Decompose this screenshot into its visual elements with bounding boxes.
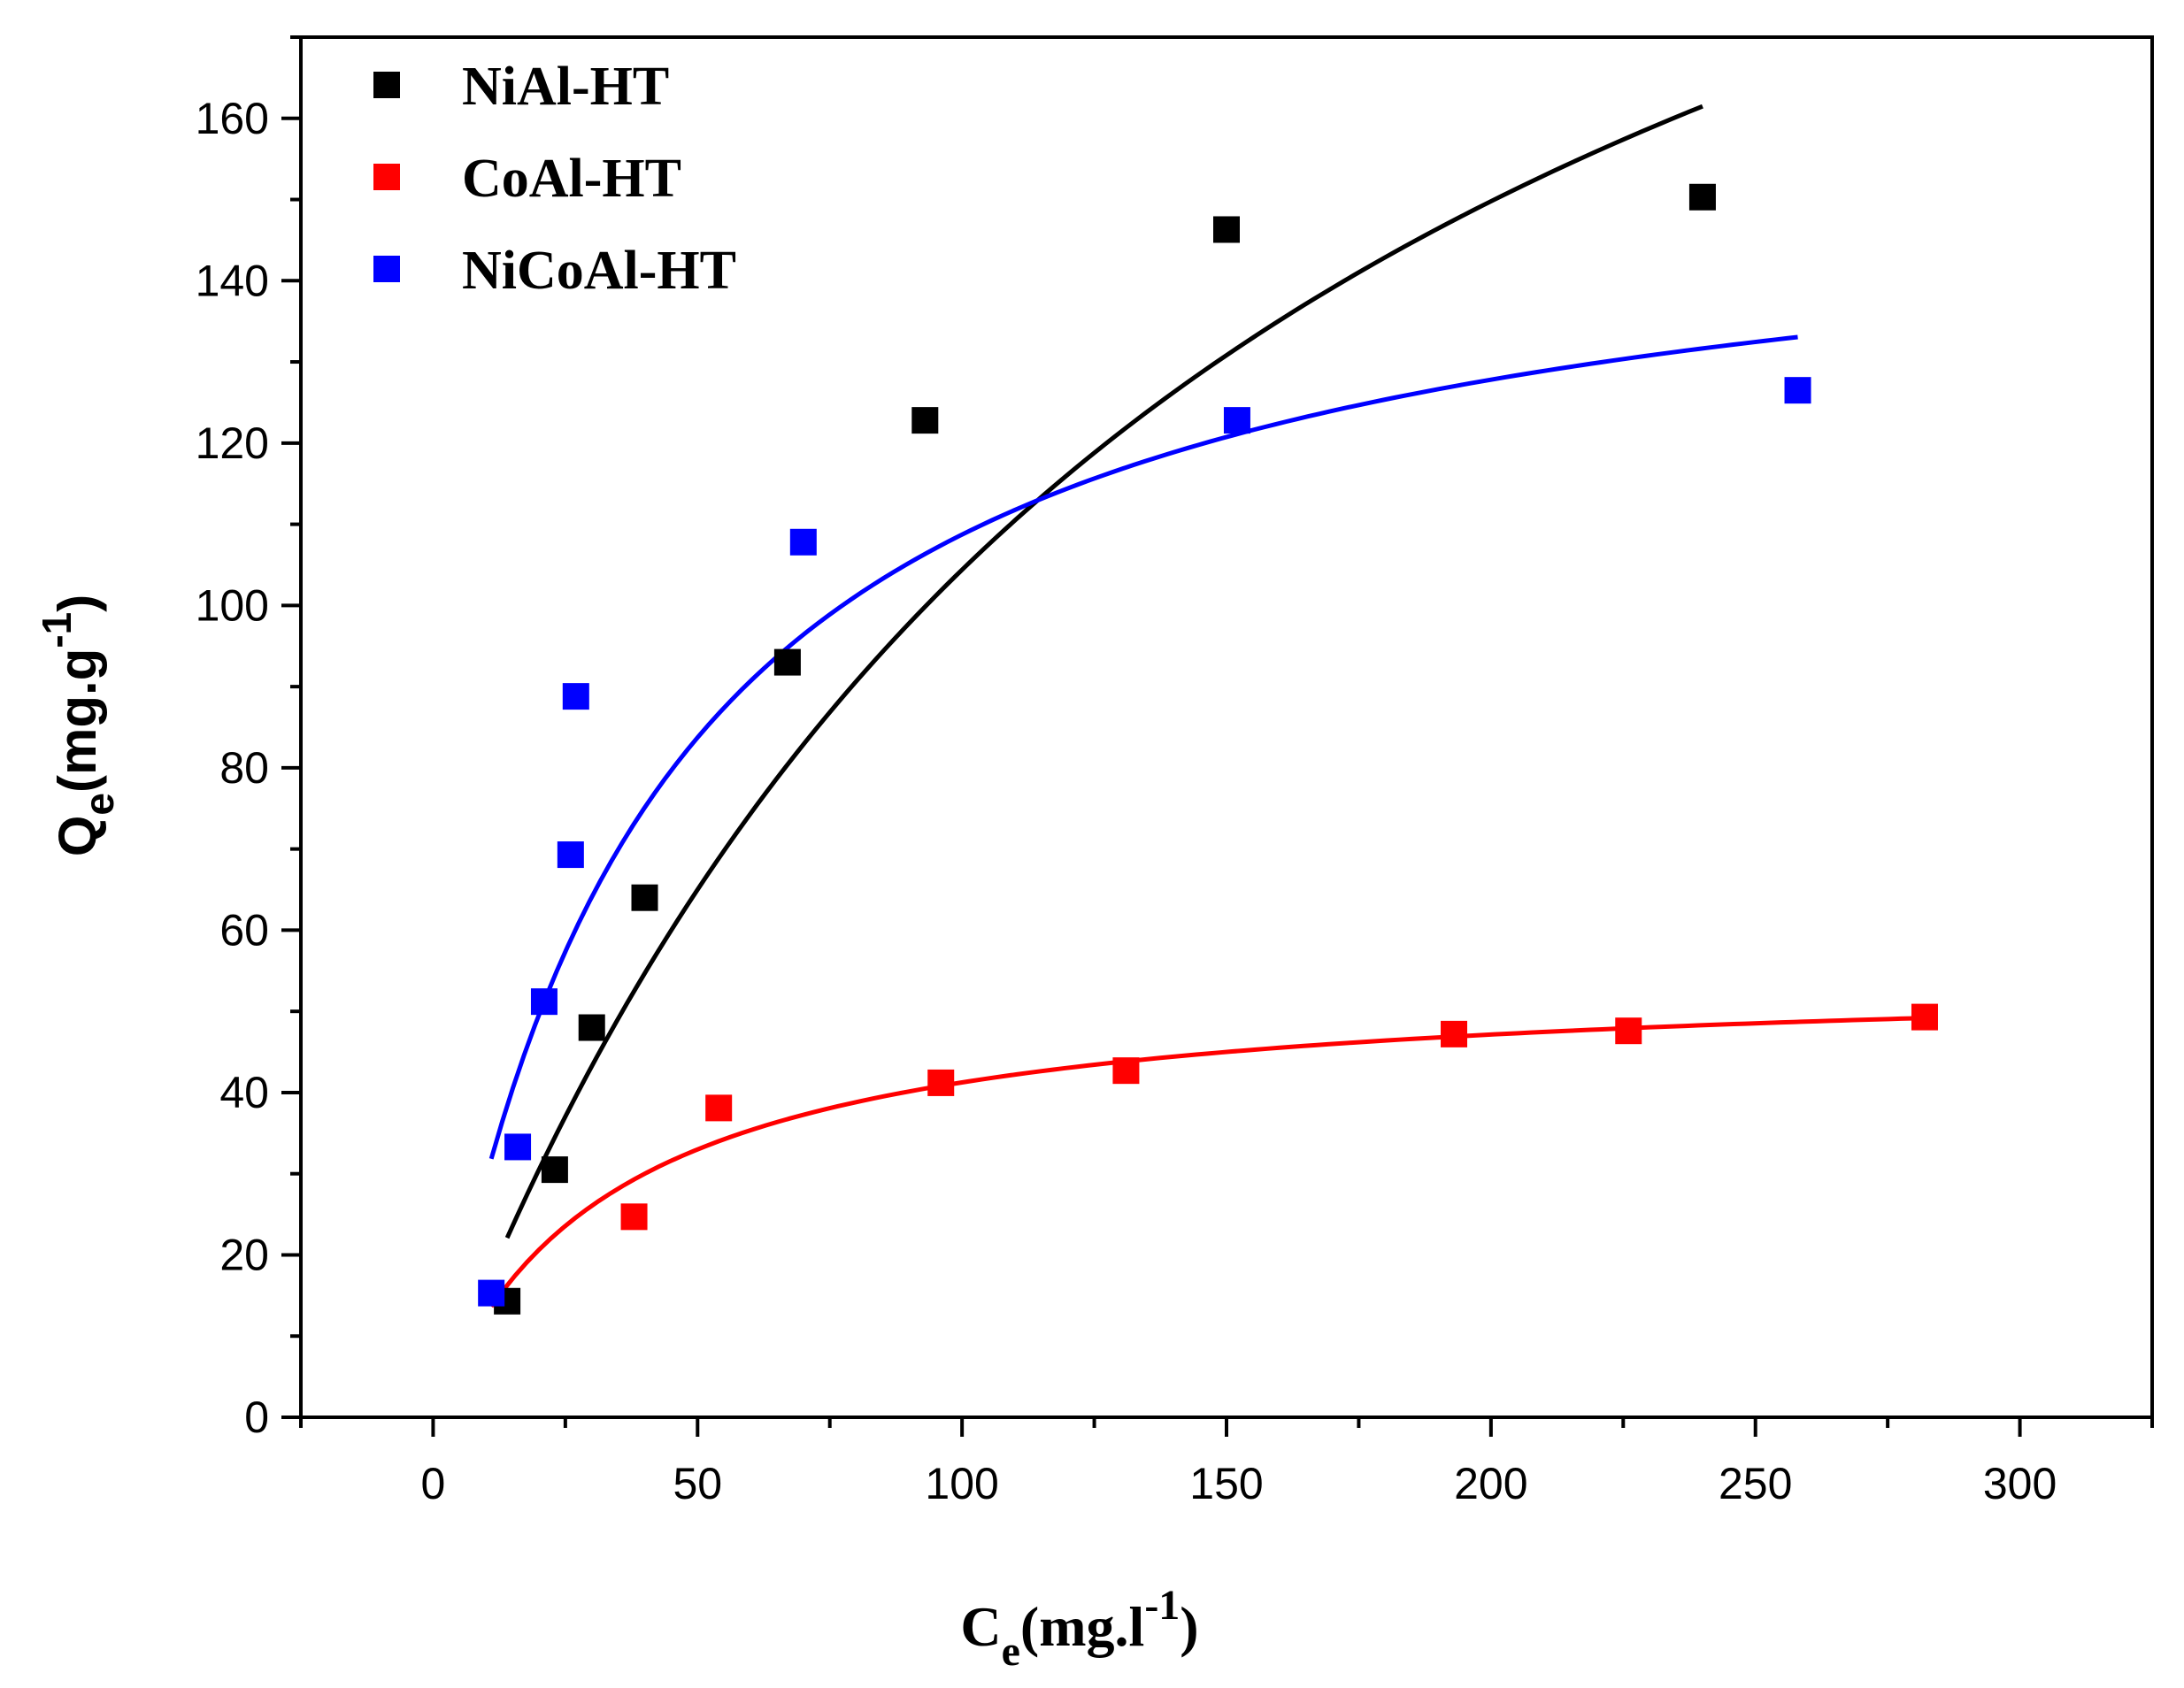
y-tick-label: 120 — [196, 418, 269, 468]
legend-label-nial-ht: NiAl-HT — [462, 57, 669, 117]
y-axis-title-unit: (mg.g — [48, 648, 107, 793]
data-point-coal-ht — [927, 1069, 955, 1096]
data-point-nial-ht — [1688, 183, 1716, 211]
y-tick-label: 160 — [196, 94, 269, 143]
legend-marker-coal-ht — [373, 164, 400, 190]
data-point-coal-ht — [1911, 1003, 1938, 1031]
x-axis-title: Ce(mg.l-1) — [960, 1582, 1198, 1675]
legend-label-nicoal-ht: NiCoAl-HT — [462, 241, 736, 301]
data-point-nicoal-ht — [530, 988, 558, 1016]
data-point-coal-ht — [1615, 1017, 1642, 1045]
y-tick-label: 0 — [244, 1393, 269, 1442]
y-axis-title-superscript: -1 — [34, 612, 80, 648]
y-axis-title-subscript: e — [76, 793, 122, 816]
data-point-nial-ht — [773, 648, 801, 676]
legend: NiAl-HT CoAl-HT NiCoAl-HT — [373, 57, 736, 301]
data-point-coal-ht — [705, 1094, 733, 1122]
data-point-nicoal-ht — [557, 841, 584, 869]
y-axis-title-main: Q — [48, 816, 107, 857]
x-tick-label: 50 — [673, 1459, 722, 1508]
x-axis-title-unit: (mg.l — [1020, 1595, 1144, 1658]
data-point-coal-ht — [1441, 1020, 1468, 1047]
data-point-nicoal-ht — [504, 1133, 532, 1161]
x-axis-title-superscript: -1 — [1144, 1582, 1180, 1629]
data-point-nicoal-ht — [478, 1279, 505, 1307]
x-tick-label: 100 — [925, 1459, 998, 1508]
y-tick-label: 100 — [196, 580, 269, 630]
data-point-nicoal-ht — [1223, 407, 1250, 434]
x-axis-title-subscript: e — [1002, 1628, 1020, 1675]
y-tick-label: 140 — [196, 256, 269, 305]
x-axis-title-main: C — [960, 1595, 1001, 1658]
x-tick-label: 300 — [1983, 1459, 2057, 1508]
fit-curve-nial-ht — [504, 104, 1703, 1239]
data-points — [478, 183, 1938, 1315]
data-point-nicoal-ht — [789, 528, 817, 556]
y-axis-title-close: ) — [48, 595, 107, 612]
data-point-nicoal-ht — [562, 683, 589, 710]
x-tick-label: 250 — [1719, 1459, 1792, 1508]
fit-curves — [488, 104, 1926, 1308]
data-point-coal-ht — [620, 1203, 648, 1231]
data-point-nial-ht — [911, 407, 939, 434]
legend-label-coal-ht: CoAl-HT — [462, 149, 681, 209]
data-point-nial-ht — [1213, 216, 1240, 243]
y-tick-label: 80 — [219, 743, 269, 793]
y-tick-label: 40 — [219, 1068, 269, 1117]
y-tick-label: 20 — [219, 1230, 269, 1279]
legend-marker-nicoal-ht — [373, 256, 400, 282]
data-point-coal-ht — [1112, 1057, 1140, 1085]
fit-curve-coal-ht — [489, 1016, 1926, 1308]
data-point-nial-ht — [631, 884, 658, 911]
data-point-nicoal-ht — [1784, 377, 1811, 404]
data-point-nial-ht — [578, 1014, 605, 1041]
x-tick-label: 200 — [1454, 1459, 1527, 1508]
x-axis-title-close: ) — [1180, 1595, 1198, 1658]
legend-marker-nial-ht — [373, 72, 400, 98]
y-axis-title: Qe(mg.g-1) — [34, 595, 122, 856]
data-point-nial-ht — [541, 1156, 568, 1184]
fit-curve-nicoal-ht — [488, 334, 1798, 1160]
axes: 0 50 100 150 200 250 300 0 20 40 60 80 100 120 140 160 — [196, 35, 2154, 1508]
x-tick-label: 150 — [1189, 1459, 1263, 1508]
x-tick-label: 0 — [421, 1459, 446, 1508]
y-tick-label: 60 — [219, 905, 269, 955]
